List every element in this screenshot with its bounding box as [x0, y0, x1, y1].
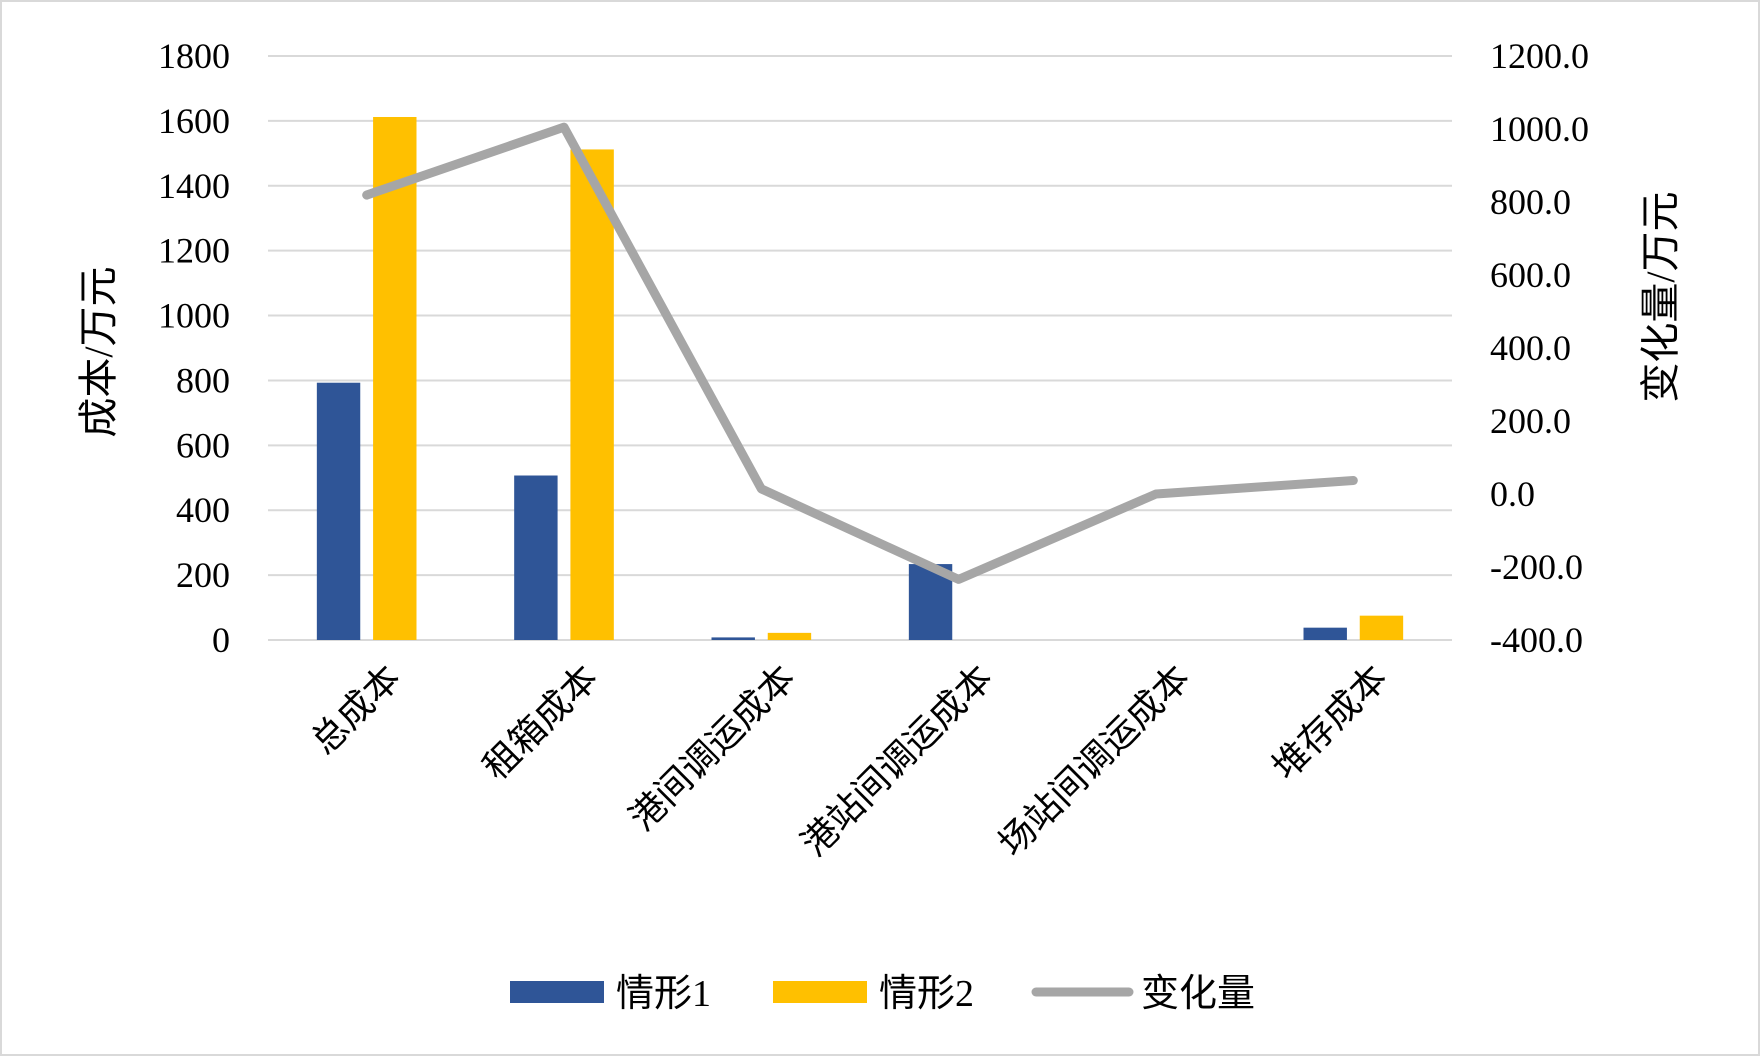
line-series	[362, 122, 1358, 584]
legend-label-series-1: 情形1	[616, 973, 711, 1015]
right-axis-tick-label: -400.0	[1490, 620, 1583, 660]
bar-情形1-堆存成本	[1303, 627, 1347, 640]
bar-情形1-港间调运成本	[711, 637, 755, 640]
right-axis-tick-label: -200.0	[1490, 547, 1583, 587]
left-axis-tick-label: 200	[176, 555, 230, 595]
right-axis-tick-label: 200.0	[1490, 401, 1571, 441]
category-label: 港间调运成本	[622, 657, 803, 838]
left-axis-tick-label: 600	[176, 425, 230, 465]
right-axis-title: 变化量/万元	[1638, 191, 1683, 402]
bar-情形2-港间调运成本	[767, 632, 812, 640]
bar-情形1-租箱成本	[514, 475, 558, 640]
left-axis-tick-label: 1200	[158, 231, 230, 271]
gridlines	[268, 55, 1452, 641]
legend-swatch-series-1	[510, 981, 604, 1003]
left-axis-tick-label: 1400	[158, 166, 230, 206]
right-axis-tick-label: 400.0	[1490, 328, 1571, 368]
category-label: 总成本	[304, 657, 409, 762]
bars	[316, 116, 1404, 641]
left-axis-ticks: 0 200 400 600 800 1000 1200 1400 1600 1800	[158, 36, 230, 660]
right-axis-tick-label: 0.0	[1490, 474, 1535, 514]
left-axis-tick-label: 0	[212, 620, 230, 660]
legend: 情形1 情形2 变化量	[510, 973, 1255, 1015]
line-变化量	[362, 122, 1358, 584]
bar-情形2-租箱成本	[570, 149, 614, 640]
line-point-变化量	[1352, 479, 1355, 482]
left-axis-tick-label: 400	[176, 490, 230, 530]
category-label: 港站间调运成本	[794, 657, 1000, 863]
right-axis-tick-label: 1200.0	[1490, 36, 1589, 76]
right-axis-ticks: -400.0 -200.0 0.0 200.0 400.0 600.0 800.0 1000.…	[1490, 36, 1589, 660]
category-label: 堆存成本	[1265, 657, 1395, 787]
line-point-变化量	[760, 487, 763, 490]
line-point-变化量	[1155, 493, 1157, 495]
bar-情形1-总成本	[316, 382, 361, 640]
left-axis-tick-label: 800	[176, 360, 230, 400]
right-axis-tick-label: 600.0	[1490, 255, 1571, 295]
legend-label-series-2: 情形2	[879, 973, 974, 1015]
right-axis-tick-label: 800.0	[1490, 182, 1571, 222]
left-axis-tick-label: 1000	[158, 296, 230, 336]
legend-swatch-series-2	[773, 981, 867, 1003]
left-axis-title: 成本/万元	[76, 266, 121, 437]
legend-label-series-3: 变化量	[1141, 973, 1255, 1015]
line-point-变化量	[563, 126, 565, 129]
left-axis-tick-label: 1800	[158, 36, 230, 76]
bar-情形2-总成本	[373, 116, 417, 641]
right-axis-tick-label: 1000.0	[1490, 109, 1589, 149]
category-label: 场站间调运成本	[991, 657, 1197, 863]
category-label: 租箱成本	[476, 657, 606, 787]
line-point-变化量	[957, 578, 960, 581]
bar-情形2-堆存成本	[1359, 615, 1404, 640]
left-axis-tick-label: 1600	[158, 101, 230, 141]
line-point-变化量	[365, 194, 368, 197]
